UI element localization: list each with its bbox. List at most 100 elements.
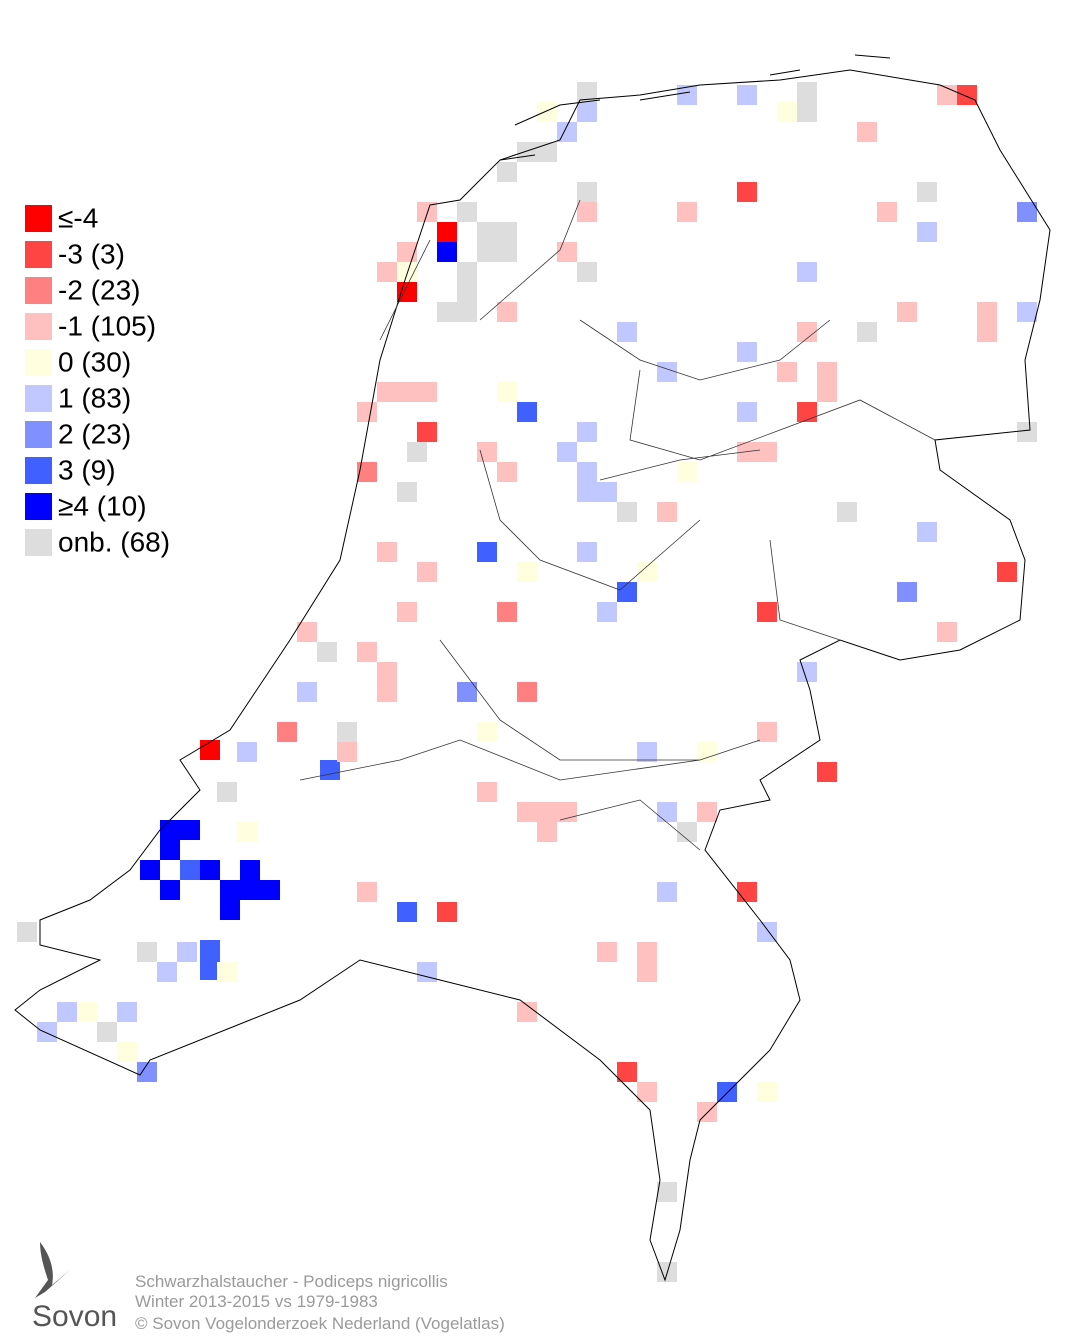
- grid-cell: [737, 85, 757, 105]
- grid-cell: [917, 222, 937, 242]
- grid-cell: [857, 322, 877, 342]
- legend-label: -2 (23): [58, 274, 140, 305]
- legend: ≤-4 -3 (3) -2 (23) -1 (105) 0 (30) 1 (83) 2…: [25, 202, 170, 557]
- caption-period: Winter 2013-2015 vs 1979-1983: [135, 1292, 378, 1311]
- grid-cell: [577, 462, 597, 482]
- grid-cell: [377, 662, 397, 682]
- grid-cell: [377, 382, 397, 402]
- legend-swatch: [25, 529, 52, 556]
- grid-cell: [537, 822, 557, 842]
- grid-cell: [397, 282, 417, 302]
- grid-cell: [457, 262, 477, 282]
- grid-cell: [657, 1182, 677, 1202]
- grid-cell: [437, 222, 457, 242]
- grid-cell: [177, 942, 197, 962]
- grid-cell: [117, 1042, 137, 1062]
- caption-species: Schwarzhalstaucher - Podiceps nigricolli…: [135, 1272, 448, 1291]
- grid-cell: [497, 222, 517, 242]
- grid-cell: [117, 1002, 137, 1022]
- grid-cell: [797, 322, 817, 342]
- grid-cell: [757, 722, 777, 742]
- grid-cell: [357, 402, 377, 422]
- grid-cell: [277, 722, 297, 742]
- grid-cell: [797, 402, 817, 422]
- grid-cell: [597, 482, 617, 502]
- grid-cell: [677, 85, 697, 105]
- legend-swatch: [25, 241, 52, 268]
- grid-cell: [57, 1002, 77, 1022]
- grid-cell: [657, 882, 677, 902]
- grid-cell: [557, 242, 577, 262]
- grid-cell: [757, 1082, 777, 1102]
- grid-cell: [517, 682, 537, 702]
- grid-cell: [697, 1102, 717, 1122]
- logo: Sovon: [32, 1242, 117, 1333]
- grid-cell: [417, 382, 437, 402]
- legend-swatch: [25, 349, 52, 376]
- grid-cell: [677, 822, 697, 842]
- grid-cell: [217, 962, 237, 982]
- grid-cell: [497, 302, 517, 322]
- grid-cell: [180, 820, 200, 840]
- grid-cell: [757, 602, 777, 622]
- legend-swatch: [25, 313, 52, 340]
- grid-cell: [657, 802, 677, 822]
- grid-cell: [537, 102, 557, 122]
- legend-swatch: [25, 277, 52, 304]
- grid-cell: [240, 860, 260, 880]
- grid-cell: [877, 202, 897, 222]
- grid-cell: [477, 782, 497, 802]
- grid-cell: [917, 522, 937, 542]
- grid-cell: [657, 362, 677, 382]
- grid-cell: [407, 442, 427, 462]
- grid-cell: [977, 302, 997, 322]
- grid-cell: [917, 182, 937, 202]
- grid-cell: [537, 142, 557, 162]
- grid-cell: [337, 722, 357, 742]
- legend-label: onb. (68): [58, 526, 170, 557]
- grid-cell: [757, 442, 777, 462]
- grid-cell: [240, 880, 260, 900]
- grid-cell: [637, 742, 657, 762]
- grid-cell: [817, 762, 837, 782]
- grid-cell: [220, 880, 240, 900]
- grid-cell: [517, 562, 537, 582]
- grid-cell: [577, 82, 597, 102]
- grid-cell: [437, 902, 457, 922]
- caption-copyright: © Sovon Vogelonderzoek Nederland (Vogela…: [135, 1314, 505, 1333]
- grid-cell: [157, 962, 177, 982]
- grid-cell: [1017, 202, 1037, 222]
- grid-cell: [260, 880, 280, 900]
- grid-cell: [377, 682, 397, 702]
- grid-cell: [517, 142, 537, 162]
- grid-cell: [357, 462, 377, 482]
- grid-cell: [997, 562, 1017, 582]
- grid-cell: [397, 482, 417, 502]
- grid-cell: [417, 562, 437, 582]
- grid-cell: [337, 742, 357, 762]
- grid-cell: [1017, 422, 1037, 442]
- grid-cell: [557, 802, 577, 822]
- grid-cell: [857, 122, 877, 142]
- grid-cell: [577, 102, 597, 122]
- grid-cell: [577, 262, 597, 282]
- grid-cell: [497, 462, 517, 482]
- grid-cell: [320, 760, 340, 780]
- grid-cell: [637, 1082, 657, 1102]
- grid-cell: [737, 882, 757, 902]
- grid-cell: [97, 1022, 117, 1042]
- legend-label: -1 (105): [58, 310, 156, 341]
- legend-label: ≥4 (10): [58, 490, 147, 521]
- grid-cell: [417, 422, 437, 442]
- grid-cell: [617, 582, 637, 602]
- grid-cell: [160, 880, 180, 900]
- grid-cell: [737, 182, 757, 202]
- logo-bird: [35, 1242, 70, 1298]
- grid-cell: [477, 222, 497, 242]
- grid-cells: [17, 82, 1037, 1282]
- grid-cell: [817, 362, 837, 382]
- grid-cell: [457, 202, 477, 222]
- logo-text: Sovon: [32, 1300, 117, 1333]
- grid-cell: [677, 202, 697, 222]
- grid-cell: [657, 502, 677, 522]
